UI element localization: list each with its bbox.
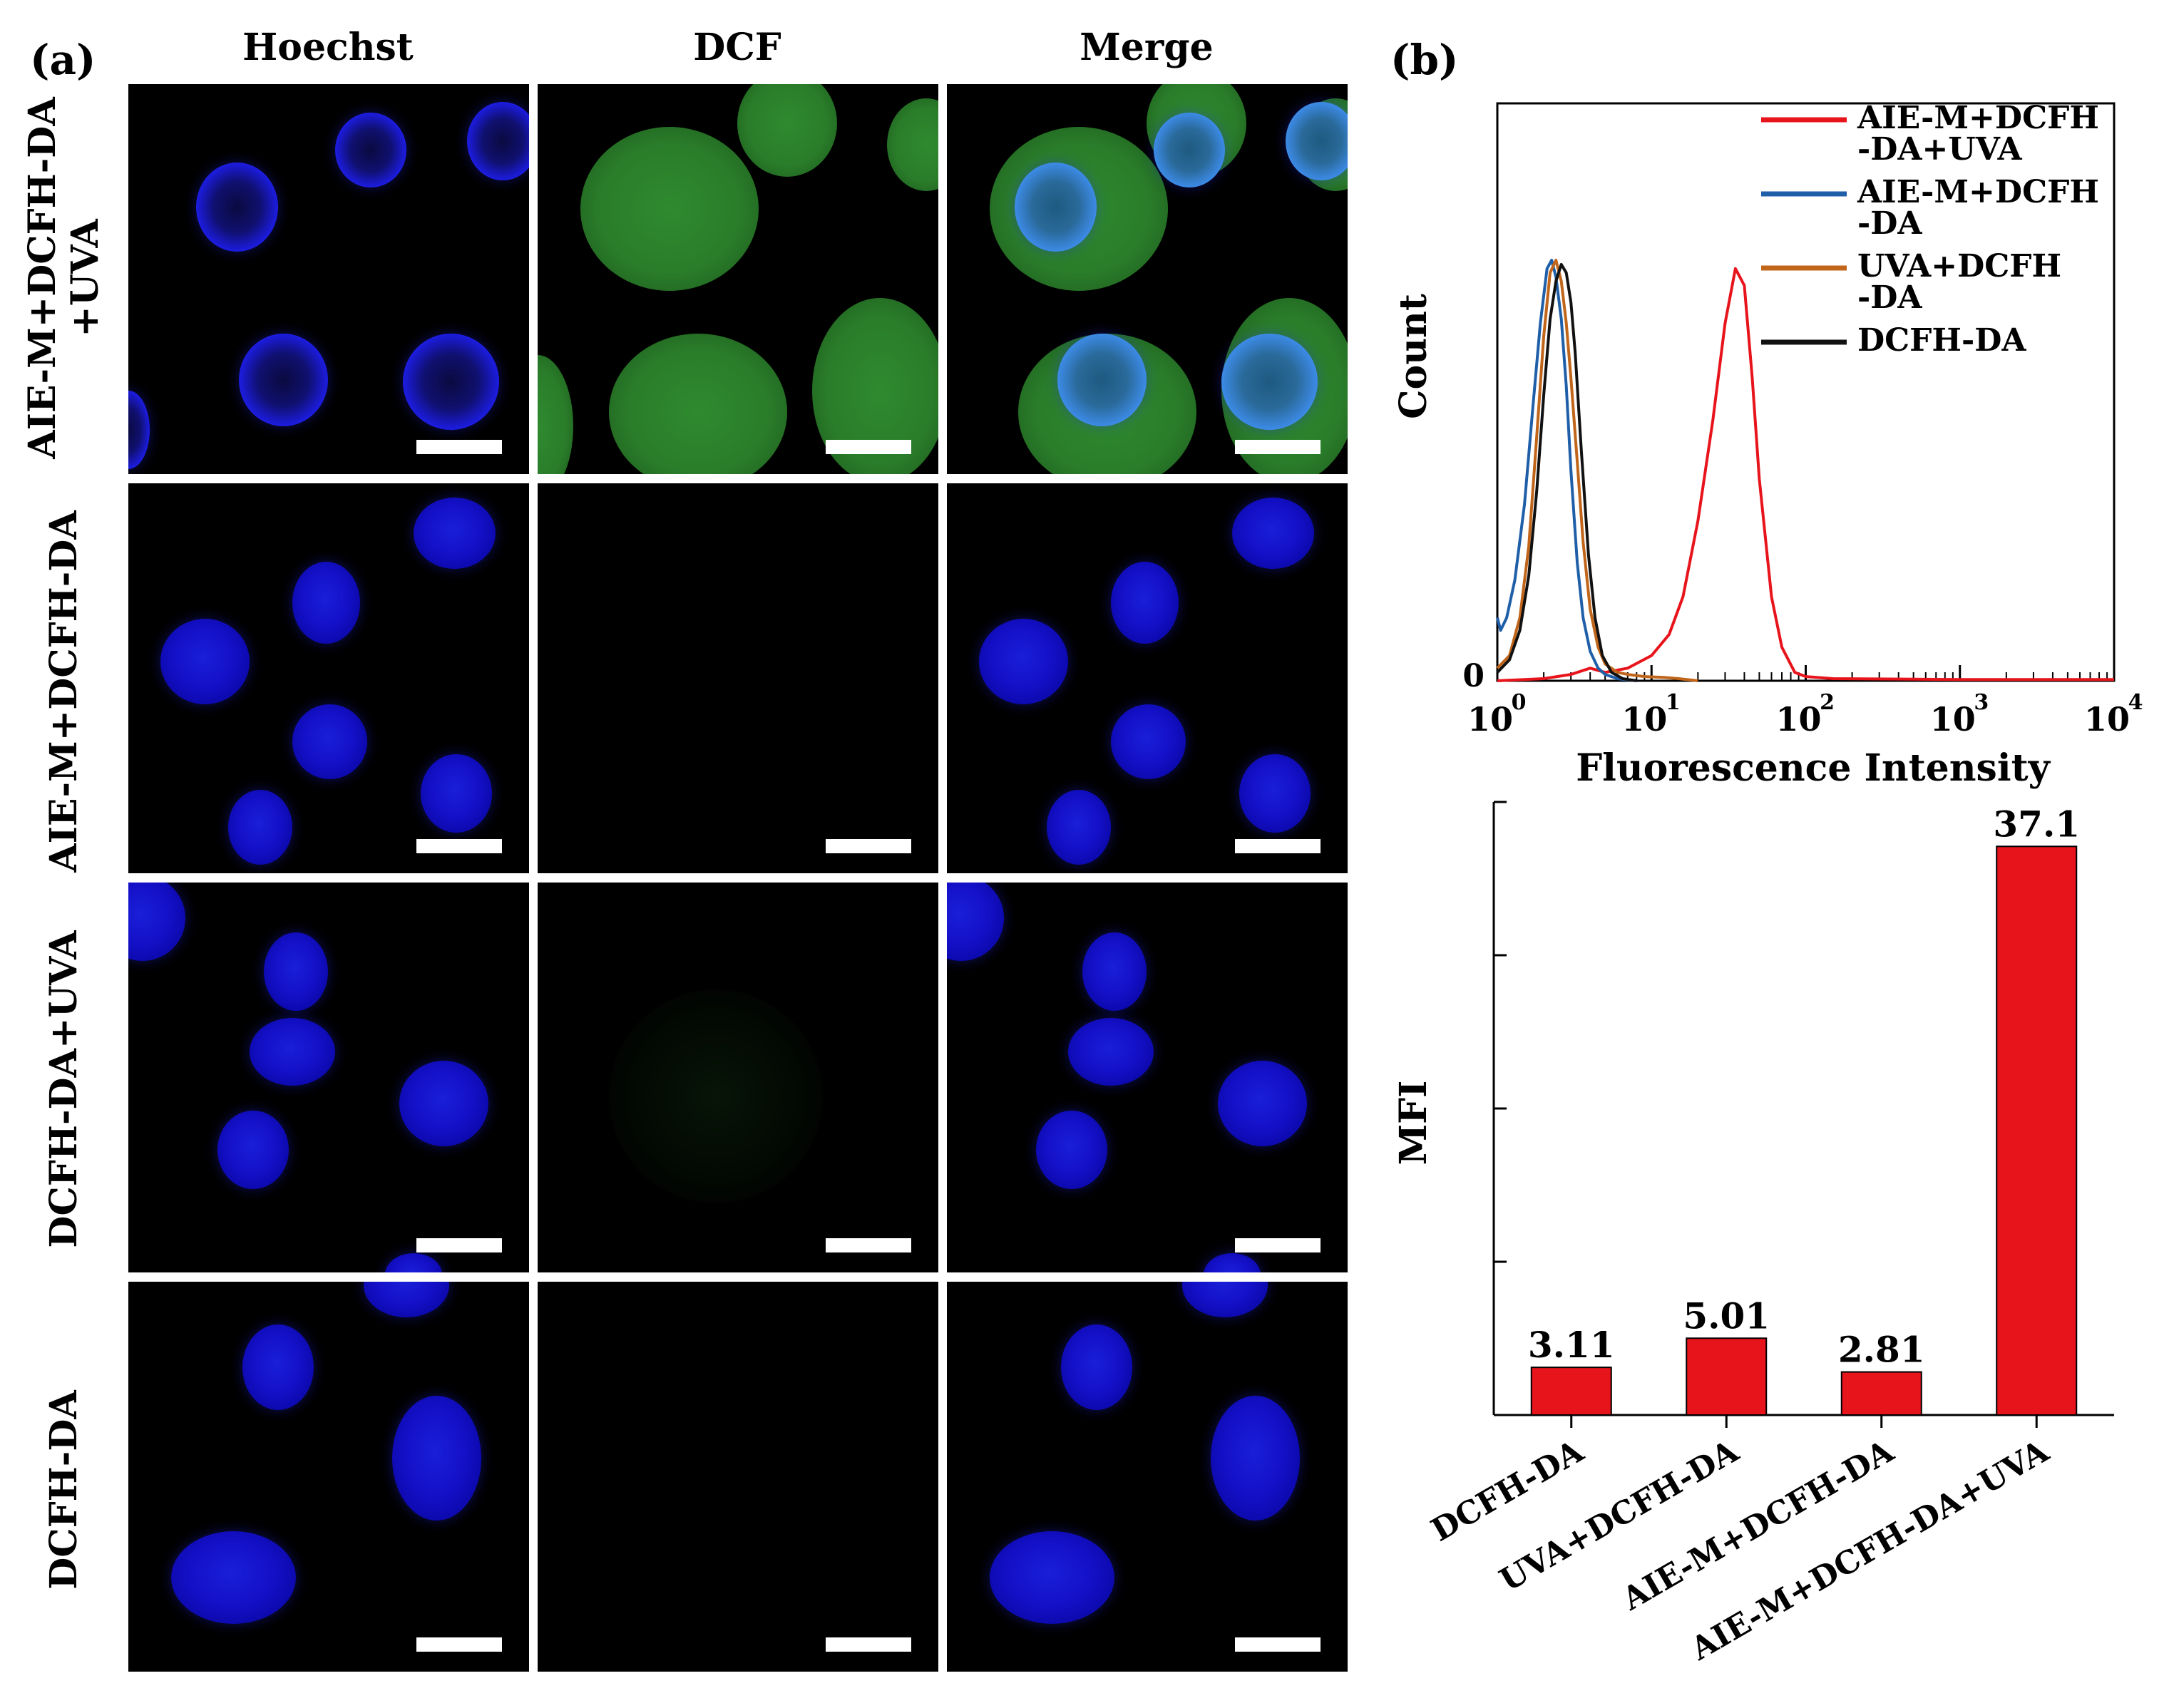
scale-bar — [416, 1238, 502, 1252]
column-header-hoechst: Hoechst — [242, 26, 414, 69]
series-line-4 — [1496, 262, 1637, 682]
mfi-bar-chart: MFI3.11DCFH-DA5.01UVA+DCFH-DA2.81AIE-M+D… — [1392, 801, 2114, 1668]
scale-bar — [826, 440, 911, 454]
bar-value-label: 5.01 — [1683, 1295, 1770, 1337]
x-tick-label: 10 — [2084, 700, 2130, 739]
legend-label: UVA+DCFH — [1857, 248, 2061, 284]
scale-bar — [826, 1637, 911, 1652]
legend-label: -DA — [1857, 205, 1922, 242]
legend-label: AIE-M+DCFH — [1857, 174, 2099, 210]
micrograph-row1-merge — [947, 84, 1348, 474]
mfi-axis-label: MFI — [1392, 1081, 1435, 1166]
legend-label: DCFH-DA — [1857, 322, 2026, 359]
bar-value-label: 3.11 — [1528, 1324, 1615, 1366]
x-tick-exponent: 4 — [2128, 690, 2143, 715]
x-tick-exponent: 3 — [1974, 690, 1989, 715]
legend-label: -DA — [1857, 279, 1922, 316]
column-header-dcf: DCF — [693, 26, 781, 69]
series-line-2 — [1496, 259, 1637, 682]
scale-bar — [1235, 1637, 1321, 1652]
x-tick-label: 10 — [1930, 700, 1976, 739]
scale-bar — [416, 839, 502, 853]
micrograph-row1-dcf — [538, 84, 938, 474]
micrograph-row2-dcf — [538, 483, 938, 873]
bar-2 — [1686, 1337, 1768, 1416]
scale-bar — [1235, 440, 1321, 454]
x-tick-label: 10 — [1775, 700, 1821, 739]
legend-label: AIE-M+DCFH — [1857, 100, 2099, 136]
x-tick-label: 10 — [1621, 700, 1667, 739]
micrograph-row3-dcf — [538, 883, 938, 1272]
scale-bar — [826, 839, 911, 853]
y-axis-label: Count — [1392, 294, 1435, 419]
column-header-merge: Merge — [1080, 26, 1214, 69]
micrograph-row3-merge — [947, 883, 1348, 1272]
scale-bar — [416, 440, 502, 454]
panel-b-label: (b) — [1390, 36, 1459, 84]
x-tick-exponent: 2 — [1820, 690, 1835, 715]
x-tick-exponent: 0 — [1512, 690, 1527, 715]
series-line-3 — [1496, 259, 1698, 682]
panel-a-label: (a) — [30, 36, 96, 84]
micrograph-row4-hoechst — [128, 1282, 529, 1672]
bar-1 — [1530, 1367, 1612, 1416]
x-tick-label: 10 — [1467, 700, 1513, 739]
micrograph-row2-hoechst — [128, 483, 529, 873]
x-tick-exponent: 1 — [1666, 690, 1681, 715]
legend-label: -DA+UVA — [1857, 131, 2023, 168]
bar-3 — [1840, 1371, 1922, 1416]
scale-bar — [1235, 839, 1321, 853]
micrograph-row4-merge — [947, 1282, 1348, 1672]
y-tick-label: 0 — [1462, 658, 1485, 694]
micrograph-row2-merge — [947, 483, 1348, 873]
bar-value-label: 37.1 — [1993, 803, 2080, 845]
micrograph-row3-hoechst — [128, 883, 529, 1272]
micrograph-row1-hoechst — [128, 84, 529, 474]
scale-bar — [416, 1637, 502, 1652]
bar-value-label: 2.81 — [1838, 1329, 1925, 1371]
bar-4 — [1996, 845, 2078, 1416]
scale-bar — [826, 1238, 911, 1252]
category-label: AIE-M+DCFH-DA — [1616, 1433, 1900, 1618]
x-axis-label: Fluorescence Intensity — [1576, 746, 2051, 790]
scale-bar — [1235, 1238, 1321, 1252]
micrograph-row4-dcf — [538, 1282, 938, 1672]
